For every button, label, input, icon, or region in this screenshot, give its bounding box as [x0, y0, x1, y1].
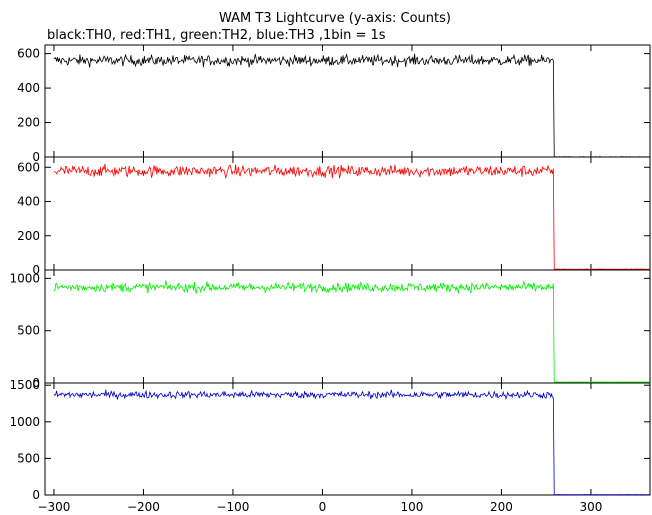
x-tick-label: −200	[127, 500, 160, 514]
y-tick-label: 1500	[9, 378, 40, 392]
x-tick-label: 300	[579, 500, 602, 514]
panel-frame	[44, 44, 651, 158]
y-tick-label: 600	[17, 47, 40, 61]
y-tick-label: 200	[17, 229, 40, 243]
chart-subtitle: black:TH0, red:TH1, green:TH2, blue:TH3 …	[47, 28, 386, 43]
y-tick-label: 400	[17, 81, 40, 95]
y-tick-label: 600	[17, 160, 40, 174]
x-tick-label: 0	[319, 500, 327, 514]
y-tick-label: 500	[17, 451, 40, 465]
y-tick-label: 1000	[9, 271, 40, 285]
y-tick-label: 0	[32, 150, 40, 164]
y-tick-label: 400	[17, 195, 40, 209]
chart-title: WAM T3 Lightcurve (y-axis: Counts)	[219, 11, 451, 26]
y-tick-label: 0	[32, 376, 40, 390]
series-line-th2	[53, 279, 651, 383]
series-line-th0	[53, 53, 651, 158]
y-tick-label: 0	[32, 488, 40, 502]
series-line-th1	[53, 163, 651, 270]
x-tick-label: 200	[490, 500, 513, 514]
y-tick-label: 1000	[9, 415, 40, 429]
y-tick-label: 500	[17, 324, 40, 338]
x-tick-label: −100	[216, 500, 249, 514]
y-tick-label: 200	[17, 116, 40, 130]
panel-frame	[44, 382, 651, 496]
x-tick-label: 100	[400, 500, 423, 514]
x-tick-label: −300	[37, 500, 70, 514]
plot-area: 0200400600020040060005001000050010001500…	[9, 44, 651, 514]
y-tick-label: 0	[32, 263, 40, 277]
series-line-th3	[53, 389, 651, 496]
